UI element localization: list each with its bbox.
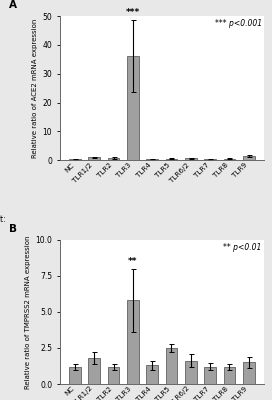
Bar [108, 158, 119, 160]
Bar [88, 358, 100, 384]
Bar [69, 367, 81, 384]
Bar [146, 365, 158, 384]
Bar [127, 300, 139, 384]
Text: ***: *** [126, 8, 140, 18]
Bar [224, 367, 235, 384]
Bar [204, 159, 216, 160]
Bar [166, 159, 177, 160]
Bar [185, 361, 197, 384]
Text: B: B [9, 224, 17, 234]
Bar [88, 158, 100, 160]
Bar [204, 367, 216, 384]
Text: **: ** [128, 257, 138, 266]
Bar [127, 56, 139, 160]
Y-axis label: Relative ratio of TMPRSS2 mRNA expression: Relative ratio of TMPRSS2 mRNA expressio… [25, 235, 31, 388]
Bar [185, 158, 197, 160]
Bar [69, 159, 81, 160]
Bar [243, 156, 255, 160]
Y-axis label: Relative ratio of ACE2 mRNA expression: Relative ratio of ACE2 mRNA expression [32, 18, 38, 158]
Bar [108, 367, 119, 384]
Bar [224, 159, 235, 160]
Text: A: A [9, 0, 17, 10]
Bar [166, 348, 177, 384]
Text: ** p<0.01: ** p<0.01 [223, 242, 262, 252]
Text: *** p<0.001: *** p<0.001 [215, 19, 262, 28]
Text: TLR agonist:: TLR agonist: [0, 215, 5, 224]
Bar [243, 362, 255, 384]
